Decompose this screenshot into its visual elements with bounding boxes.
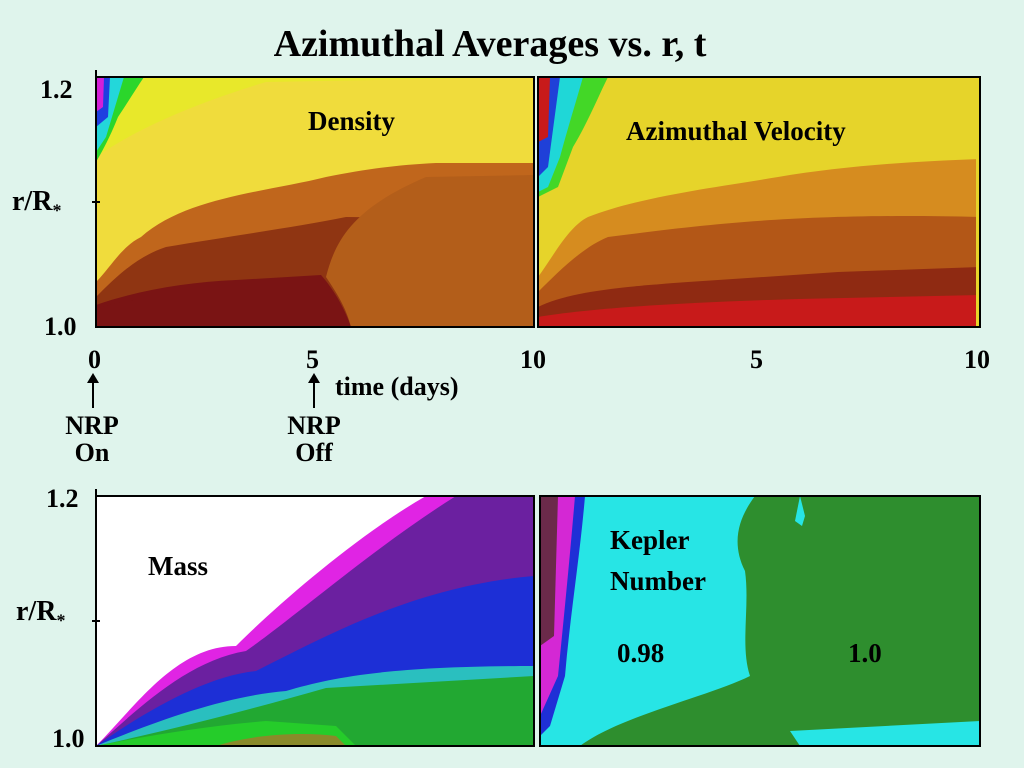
- nrp-off-line1: NRP: [287, 411, 341, 440]
- nrp-on-line1: NRP: [65, 411, 119, 440]
- mass-y-axis-label-text: r/R*: [16, 596, 66, 631]
- x-axis-label: time (days): [335, 372, 459, 401]
- x-tick-5: 5: [306, 345, 319, 374]
- kepler-number-heatmap: [540, 496, 980, 746]
- velocity-x-tick-5: 5: [750, 345, 763, 374]
- density-y-axis-label: r/R*: [12, 186, 61, 222]
- kepler-value-label-low: 0.98: [617, 638, 665, 668]
- nrp-on-arrow: [87, 373, 99, 408]
- mass-y-axis-label: r/R*: [16, 596, 65, 632]
- density-y-tick-top: 1.2: [40, 75, 73, 104]
- density-heatmap: [96, 77, 534, 327]
- density-label: Density: [308, 106, 395, 136]
- kepler-number-label-line1: Kepler: [610, 525, 690, 555]
- nrp-on-line2: On: [74, 438, 110, 467]
- azimuthal-velocity-heatmap: [538, 77, 980, 327]
- mass-y-tick-top: 1.2: [46, 484, 79, 513]
- kepler-number-label-line2: Number: [610, 566, 706, 596]
- nrp-off-line2: Off: [295, 438, 333, 467]
- x-tick-0: 0: [88, 345, 101, 374]
- density-y-axis-label-text: r/R*: [12, 186, 62, 221]
- velocity-x-tick-10: 10: [964, 345, 990, 374]
- mass-y-tick-bottom: 1.0: [52, 724, 85, 753]
- chart-title: Azimuthal Averages vs. r, t: [273, 23, 707, 65]
- nrp-off-arrow: [308, 373, 320, 408]
- x-tick-10: 10: [520, 345, 546, 374]
- azimuthal-velocity-label: Azimuthal Velocity: [626, 116, 846, 146]
- nrp-off-annotation: NRP Off: [272, 412, 356, 466]
- kepler-value-label-high: 1.0: [848, 638, 882, 668]
- mass-heatmap: [96, 496, 534, 746]
- mass-label: Mass: [148, 551, 208, 581]
- nrp-on-annotation: NRP On: [52, 412, 132, 466]
- density-y-tick-bottom: 1.0: [44, 312, 77, 341]
